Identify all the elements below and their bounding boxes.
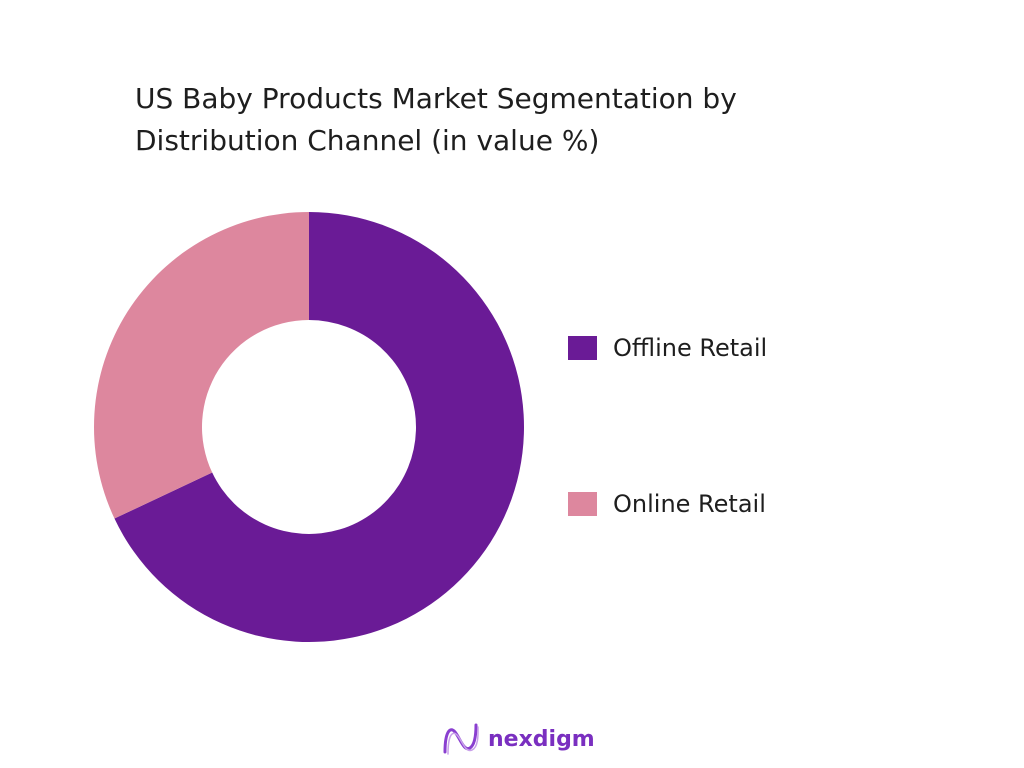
legend-item-online-retail: Online Retail [568,490,766,518]
legend-swatch-online [568,492,597,516]
legend-label-offline: Offline Retail [613,334,768,362]
legend-item-offline-retail: Offline Retail [568,334,767,362]
chart-title-line-2: Distribution Channel (in value %) [135,124,600,157]
nexdigm-wave-logo-icon [443,723,479,755]
legend-swatch-offline [568,336,597,360]
chart-title: US Baby Products Market Segmentation by … [135,78,895,162]
donut-slices [94,212,524,642]
donut-slice-online-retail [94,212,309,519]
chart-title-line-1: US Baby Products Market Segmentation by [135,82,737,115]
donut-slice-offline-retail [114,212,524,642]
logo-text: nexdigm [488,726,595,752]
legend-label-online: Online Retail [613,490,766,518]
nexdigm-logo: nexdigm [442,722,595,756]
